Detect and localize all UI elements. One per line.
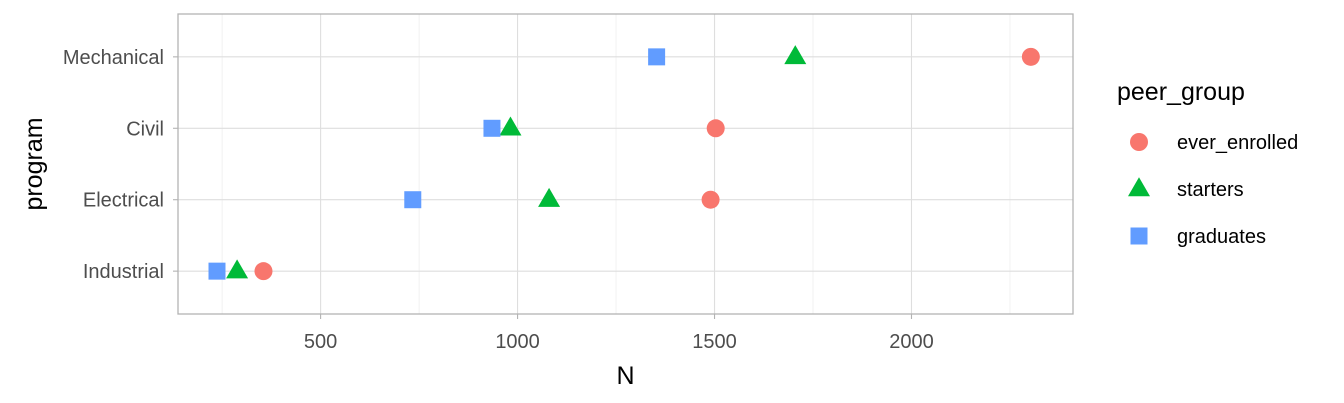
y-axis-ticks: Industrial Electrical Civil Mechanical — [63, 47, 178, 283]
x-tick-label: 2000 — [889, 331, 934, 353]
point-starters — [538, 187, 561, 207]
point-ever_enrolled — [1021, 47, 1040, 66]
y-tick-label: Industrial — [83, 261, 164, 283]
legend-key-ever_enrolled — [1130, 133, 1148, 151]
x-tick-label: 1000 — [495, 331, 540, 353]
point-graduates — [648, 48, 666, 66]
point-graduates — [483, 119, 501, 137]
legend-key-graduates — [1130, 227, 1148, 245]
legend-label-graduates: graduates — [1177, 226, 1266, 248]
y-tick-label: Mechanical — [63, 47, 164, 69]
x-axis-title: N — [616, 362, 634, 390]
grid — [178, 14, 1073, 314]
y-axis-title: program — [20, 117, 48, 210]
legend-label-starters: starters — [1177, 179, 1244, 201]
point-ever_enrolled — [701, 190, 720, 209]
point-graduates — [208, 262, 226, 280]
x-tick-label: 500 — [304, 331, 337, 353]
legend-label-ever_enrolled: ever_enrolled — [1177, 132, 1298, 154]
legend-key-starters — [1128, 177, 1150, 197]
y-tick-label: Civil — [126, 118, 164, 140]
legend: peer_group ever_enrolled starters graduate… — [1117, 78, 1298, 248]
y-tick-label: Electrical — [83, 190, 164, 212]
point-starters — [226, 259, 249, 279]
point-graduates — [404, 191, 422, 209]
panel-border — [177, 13, 1074, 315]
point-starters — [499, 116, 522, 136]
legend-items: ever_enrolled starters graduates — [1128, 132, 1298, 248]
data-points — [208, 45, 1040, 281]
point-ever_enrolled — [706, 119, 725, 138]
x-axis-ticks: 500 1000 1500 2000 — [304, 314, 934, 353]
x-tick-label: 1500 — [692, 331, 737, 353]
legend-title: peer_group — [1117, 78, 1245, 106]
point-ever_enrolled — [254, 262, 273, 281]
point-starters — [784, 45, 807, 65]
